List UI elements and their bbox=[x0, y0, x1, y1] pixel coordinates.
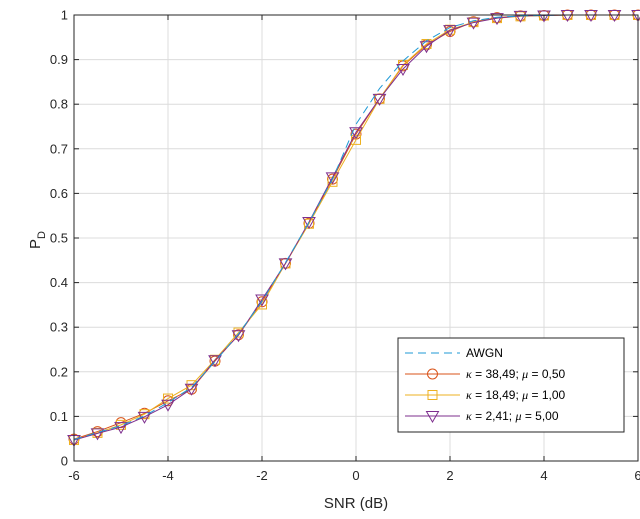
x-tick-label: -6 bbox=[68, 468, 80, 483]
svg-text:PD: PD bbox=[27, 231, 48, 249]
legend-label: κ = 18,49; μ = 1,00 bbox=[466, 388, 566, 402]
y-tick-label: 0 bbox=[61, 454, 68, 469]
data-point bbox=[537, 10, 551, 23]
legend-value: = 2,41; bbox=[472, 409, 516, 423]
x-axis-label: SNR (dB) bbox=[324, 495, 388, 512]
y-tick-label: 0.9 bbox=[50, 52, 68, 67]
legend-symbol: κ bbox=[466, 409, 472, 423]
data-point bbox=[184, 383, 199, 396]
data-point bbox=[466, 17, 481, 30]
data-point bbox=[584, 10, 598, 23]
data-point bbox=[349, 127, 363, 140]
data-point bbox=[163, 393, 173, 404]
y-axis-label-sub: D bbox=[36, 231, 48, 239]
y-tick-label: 0.4 bbox=[50, 275, 68, 290]
legend-value: = 5,00 bbox=[522, 409, 559, 423]
legend-value: = 1,00 bbox=[528, 388, 565, 402]
y-tick-label: 0.7 bbox=[50, 141, 68, 156]
legend-item: κ = 38,49; μ = 0,50 bbox=[405, 367, 566, 381]
data-point bbox=[396, 63, 410, 76]
data-point bbox=[325, 172, 340, 185]
data-point bbox=[631, 10, 640, 23]
x-tick-label: 2 bbox=[446, 468, 453, 483]
data-point bbox=[302, 216, 316, 229]
legend-label: κ = 38,49; μ = 0,50 bbox=[466, 367, 566, 381]
x-tick-label: 6 bbox=[634, 468, 640, 483]
data-point bbox=[255, 294, 269, 307]
legend-symbol: μ bbox=[514, 409, 521, 423]
data-point bbox=[607, 10, 622, 23]
data-point bbox=[443, 25, 457, 38]
y-tick-label: 1 bbox=[61, 8, 68, 23]
data-point bbox=[513, 10, 528, 23]
x-tick-label: -2 bbox=[256, 468, 268, 483]
y-axis-label-main: P bbox=[27, 239, 44, 249]
y-tick-label: 0.8 bbox=[50, 97, 68, 112]
data-point bbox=[560, 10, 575, 23]
legend-symbol: κ bbox=[466, 388, 472, 402]
data-point bbox=[372, 93, 387, 106]
legend-symbol: μ bbox=[521, 388, 528, 402]
legend-name: AWGN bbox=[466, 346, 503, 360]
data-point bbox=[278, 258, 293, 271]
y-axis-label: PD bbox=[27, 231, 48, 249]
data-point bbox=[231, 330, 246, 343]
legend-item: κ = 18,49; μ = 1,00 bbox=[405, 388, 566, 402]
legend-value: = 18,49; bbox=[472, 388, 522, 402]
y-tick-label: 0.5 bbox=[50, 231, 68, 246]
legend-item: κ = 2,41; μ = 5,00 bbox=[405, 409, 559, 424]
data-point bbox=[161, 399, 175, 412]
legend-symbol: κ bbox=[466, 367, 472, 381]
data-point bbox=[90, 428, 105, 441]
data-point bbox=[419, 41, 434, 54]
data-point bbox=[114, 422, 128, 435]
legend-item: AWGN bbox=[405, 346, 503, 360]
legend-marker bbox=[427, 390, 438, 400]
x-tick-label: 0 bbox=[352, 468, 359, 483]
legend-value: = 0,50 bbox=[528, 367, 565, 381]
legend-value: = 38,49; bbox=[472, 367, 522, 381]
legend-symbol: μ bbox=[521, 367, 528, 381]
legend-label: AWGN bbox=[466, 346, 503, 360]
y-tick-label: 0.3 bbox=[50, 320, 68, 335]
y-tick-label: 0.6 bbox=[50, 186, 68, 201]
data-point bbox=[490, 13, 504, 26]
x-tick-label: 4 bbox=[540, 468, 547, 483]
ticks: -6 -4 -2 0 2 4 6 0 0.1 0.2 0.3 0.4 0.5 0.6 0.7 0.8 0.9 1 bbox=[50, 8, 640, 484]
legend-marker bbox=[427, 368, 438, 380]
data-point bbox=[208, 355, 222, 368]
y-tick-label: 0.1 bbox=[50, 409, 68, 424]
legend-marker bbox=[425, 411, 440, 424]
x-tick-label: -4 bbox=[162, 468, 174, 483]
y-tick-label: 0.2 bbox=[50, 364, 68, 379]
data-point bbox=[186, 380, 197, 391]
legend-label: κ = 2,41; μ = 5,00 bbox=[466, 409, 559, 423]
